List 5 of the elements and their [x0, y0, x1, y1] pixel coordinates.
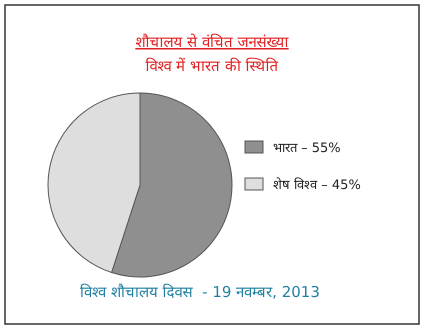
legend-label: शेष विश्व – 45%: [273, 177, 361, 193]
text: विश्व शौचालय दिवस - 19 नवम्बर, 2013: [80, 283, 320, 301]
chart-subtitle: विश्व में भारत की स्थिति: [145, 57, 279, 75]
chart-title: शौचालय से वंचित जनसंख्या: [135, 33, 290, 51]
legend-label: भारत – 55%: [273, 141, 341, 156]
